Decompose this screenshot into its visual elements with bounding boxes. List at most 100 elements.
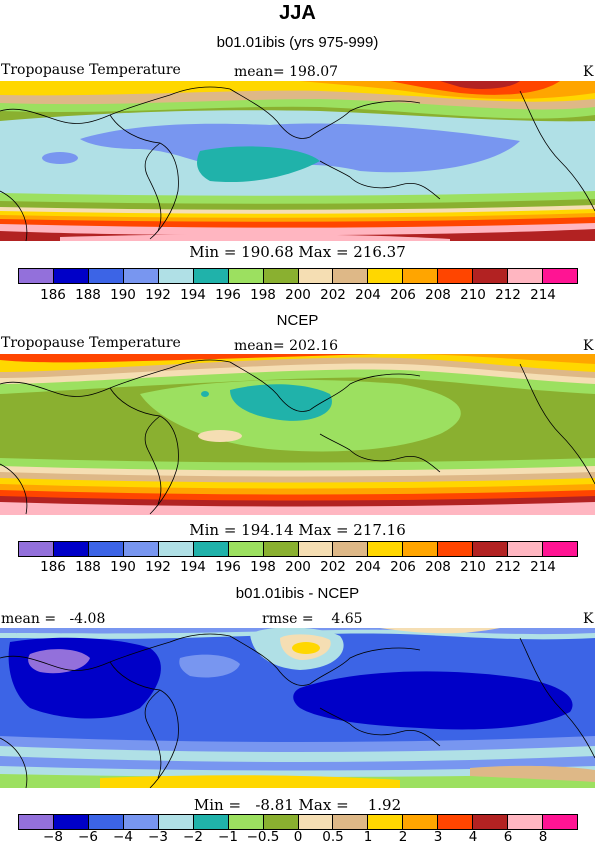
panel1-colorbar-swatch (438, 269, 474, 283)
panel1-map (0, 81, 595, 241)
panel2-colorbar-swatch (19, 542, 54, 556)
panel3-units-label: K (583, 611, 594, 627)
panel3-tick-label: 0.5 (322, 829, 344, 845)
panel2-colorbar-swatch (88, 542, 124, 556)
panel3-tick-label: 4 (468, 829, 478, 845)
panel3-colorbar-swatch (508, 815, 544, 829)
panel3-tick-label: 2 (398, 829, 408, 845)
panel2-tick-label: 190 (110, 559, 136, 575)
panel2-colorbar-swatch (473, 542, 509, 556)
panel3-colorbar-swatch (228, 815, 264, 829)
panel1-colorbar-ticks: 186 188 190 192 194 196 198 200 202 204 206 208 210 2… (18, 287, 578, 303)
panel2-tick-label: 210 (460, 559, 486, 575)
panel1-tick-label: 198 (250, 287, 276, 303)
panel2-tick-label: 202 (320, 559, 346, 575)
panel2-tick-label: 200 (285, 559, 311, 575)
panel2-tick-label: 204 (355, 559, 381, 575)
panel2-tick-label: 188 (75, 559, 101, 575)
panel3-map (0, 628, 595, 788)
panel3-tick-label: 3 (433, 829, 443, 845)
panel3-mean-label: mean = -4.08 (1, 611, 106, 627)
panel2-colorbar-swatch (158, 542, 194, 556)
panel3-tick-label: −0.5 (246, 829, 280, 845)
panel3-title: b01.01ibis - NCEP (235, 585, 360, 602)
panel1-colorbar-swatch (193, 269, 229, 283)
panel3-tick-label: −3 (148, 829, 168, 845)
panel2-colorbar-swatch (543, 542, 577, 556)
panel2-tick-label: 198 (250, 559, 276, 575)
panel2-colorbar-swatch (298, 542, 334, 556)
panel1-mean-label: mean= 198.07 (234, 64, 339, 80)
panel1-colorbar-swatch (368, 269, 404, 283)
panel1-colorbar-swatch (403, 269, 439, 283)
panel1-colorbar-swatch (228, 269, 264, 283)
panel1-colorbar-swatch (88, 269, 124, 283)
panel1-title: b01.01ibis (yrs 975-999) (216, 34, 379, 51)
panel1-colorbar-swatch (508, 269, 544, 283)
panel1-tick-label: 206 (390, 287, 416, 303)
panel2-colorbar-swatch (438, 542, 474, 556)
panel3-minmax: Min = -8.81 Max = 1.92 (193, 796, 402, 814)
panel3-colorbar-swatch (473, 815, 509, 829)
panel1-tick-label: 210 (460, 287, 486, 303)
panel2-mean-label: mean= 202.16 (234, 338, 339, 354)
panel2-tick-label: 212 (495, 559, 521, 575)
panel3-colorbar-swatch (263, 815, 299, 829)
panel3-colorbar-swatch (158, 815, 194, 829)
panel3-tick-label: −4 (113, 829, 133, 845)
panel1-colorbar-swatch (263, 269, 299, 283)
panel2-tick-label: 208 (425, 559, 451, 575)
panel2-title: NCEP (276, 312, 319, 329)
panel1-tick-label: 214 (530, 287, 556, 303)
panel2-tick-label: 214 (530, 559, 556, 575)
panel3-tick-label: 8 (538, 829, 548, 845)
panel3-colorbar-swatch (53, 815, 89, 829)
panel1-tick-label: 202 (320, 287, 346, 303)
panel1-minmax: Min = 190.68 Max = 216.37 (189, 243, 406, 261)
panel2-colorbar-swatch (368, 542, 404, 556)
panel2-colorbar-swatch (123, 542, 159, 556)
panel1-tick-label: 192 (145, 287, 171, 303)
panel3-tick-label: 1 (363, 829, 373, 845)
panel1-tick-label: 200 (285, 287, 311, 303)
panel2-colorbar (18, 541, 578, 557)
main-title: JJA (279, 2, 316, 24)
panel2-minmax: Min = 194.14 Max = 217.16 (189, 521, 406, 539)
panel3-tick-label: −2 (183, 829, 203, 845)
panel1-tick-label: 190 (110, 287, 136, 303)
panel2-tick-label: 192 (145, 559, 171, 575)
panel2-tick-label: 206 (390, 559, 416, 575)
panel1-colorbar-swatch (543, 269, 577, 283)
panel1-tick-label: 208 (425, 287, 451, 303)
panel3-tick-label: 0 (293, 829, 303, 845)
panel1-units-label: K (583, 64, 594, 80)
panel3-colorbar-swatch (333, 815, 369, 829)
panel2-tick-label: 194 (180, 559, 206, 575)
panel1-colorbar-swatch (298, 269, 334, 283)
panel2-colorbar-swatch (333, 542, 369, 556)
panel2-tick-label: 186 (40, 559, 66, 575)
panel3-colorbar-swatch (403, 815, 439, 829)
panel3-tick-label: 6 (503, 829, 513, 845)
panel3-tick-label: −1 (218, 829, 238, 845)
panel3-tick-label: −6 (78, 829, 98, 845)
panel1-colorbar-swatch (53, 269, 89, 283)
panel1-tick-label: 212 (495, 287, 521, 303)
panel3-colorbar-swatch (298, 815, 334, 829)
panel2-variable-label: Tropopause Temperature (1, 335, 181, 351)
panel3-colorbar-swatch (368, 815, 404, 829)
panel2-colorbar-ticks: 186 188 190 192 194 196 198 200 202 204 206 208 210 2… (18, 559, 578, 575)
panel1-colorbar-swatch (333, 269, 369, 283)
panel3-colorbar-swatch (438, 815, 474, 829)
panel2-colorbar-swatch (228, 542, 264, 556)
panel1-colorbar-swatch (19, 269, 54, 283)
panel2-map (0, 354, 595, 515)
panel3-colorbar-ticks: −8 −6 −4 −3 −2 −1 −0.5 0 0.5 1 2 3 4 6 8 (18, 829, 578, 845)
panel2-colorbar-swatch (193, 542, 229, 556)
panel1-tick-label: 186 (40, 287, 66, 303)
panel1-tick-label: 204 (355, 287, 381, 303)
panel3-rmse-label: rmse = 4.65 (262, 611, 363, 627)
panel1-colorbar-swatch (123, 269, 159, 283)
panel1-tick-label: 188 (75, 287, 101, 303)
panel2-tick-label: 196 (215, 559, 241, 575)
